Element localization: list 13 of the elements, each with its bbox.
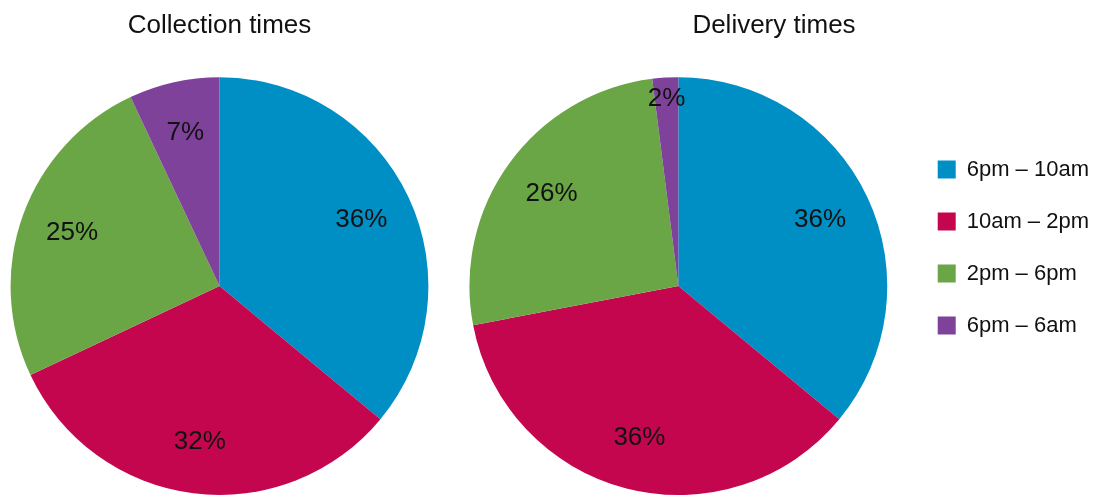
data-label: 32% [173, 424, 226, 455]
data-label: 36% [335, 202, 388, 233]
data-label: 7% [166, 116, 205, 147]
data-label: 36% [794, 202, 847, 233]
legend-label: 6pm – 6am [966, 311, 1077, 337]
data-label: 25% [46, 216, 99, 247]
legend-label: 2pm – 6pm [966, 259, 1077, 285]
chart-title: Delivery times [692, 8, 856, 39]
data-label: 26% [525, 177, 578, 208]
legend-label: 6pm – 10am [966, 155, 1090, 181]
legend-label: 10am – 2pm [966, 207, 1090, 233]
chart-title: Collection times [127, 8, 312, 39]
data-label: 36% [613, 421, 666, 452]
